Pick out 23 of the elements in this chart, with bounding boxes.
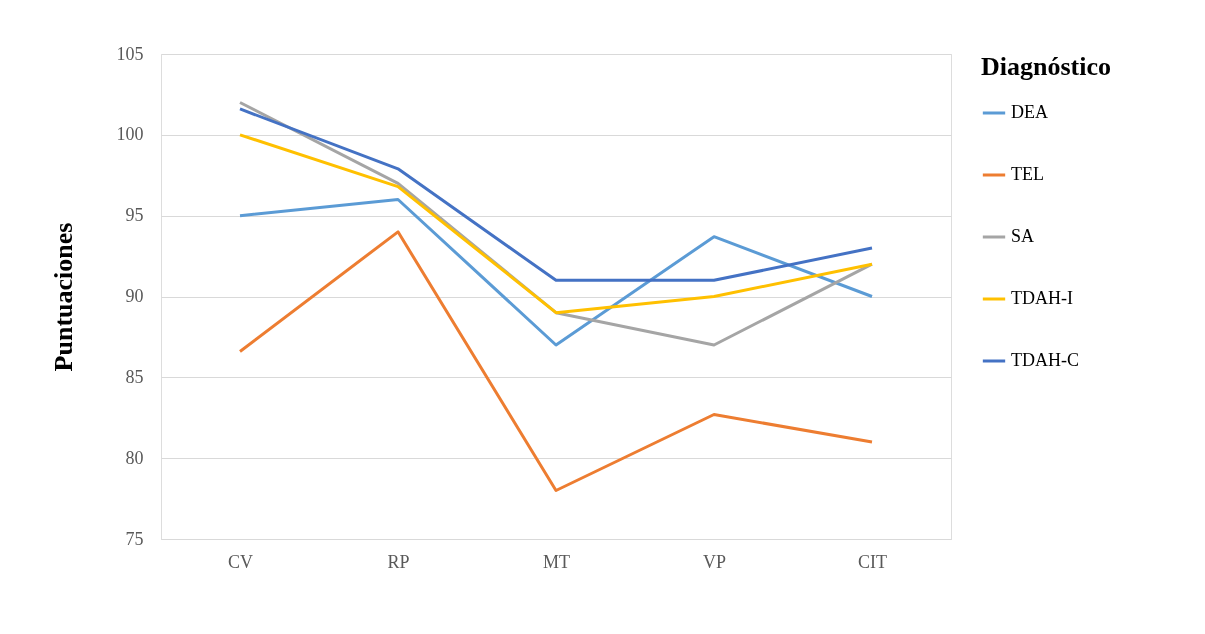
y-tick-label: 75 [125, 528, 144, 549]
legend-title: Diagnóstico [981, 52, 1111, 81]
legend-label: TDAH-I [1011, 288, 1073, 308]
y-tick-label: 100 [116, 124, 144, 145]
legend-label: SA [1011, 226, 1035, 246]
x-tick-label: MT [543, 551, 570, 572]
line-series [238, 230, 874, 492]
x-tick-label: CV [227, 551, 254, 572]
legend-label: TDAH-C [1011, 350, 1079, 370]
y-tick-label: 80 [125, 447, 144, 468]
line-series [238, 107, 874, 282]
line-series [238, 133, 874, 315]
legend-label: TEL [1011, 164, 1044, 184]
y-tick-label: 85 [125, 366, 144, 387]
y-tick-label: 105 [116, 43, 144, 64]
x-tick-label: VP [702, 551, 727, 572]
x-tick-label: CIT [858, 551, 887, 572]
legend-label: DEA [1011, 102, 1048, 122]
line-series [238, 198, 874, 347]
y-tick-label: 95 [125, 205, 144, 226]
x-tick-label: RP [387, 551, 410, 572]
y-axis-title: Puntuaciones [48, 222, 78, 372]
y-tick-label: 90 [125, 286, 144, 306]
